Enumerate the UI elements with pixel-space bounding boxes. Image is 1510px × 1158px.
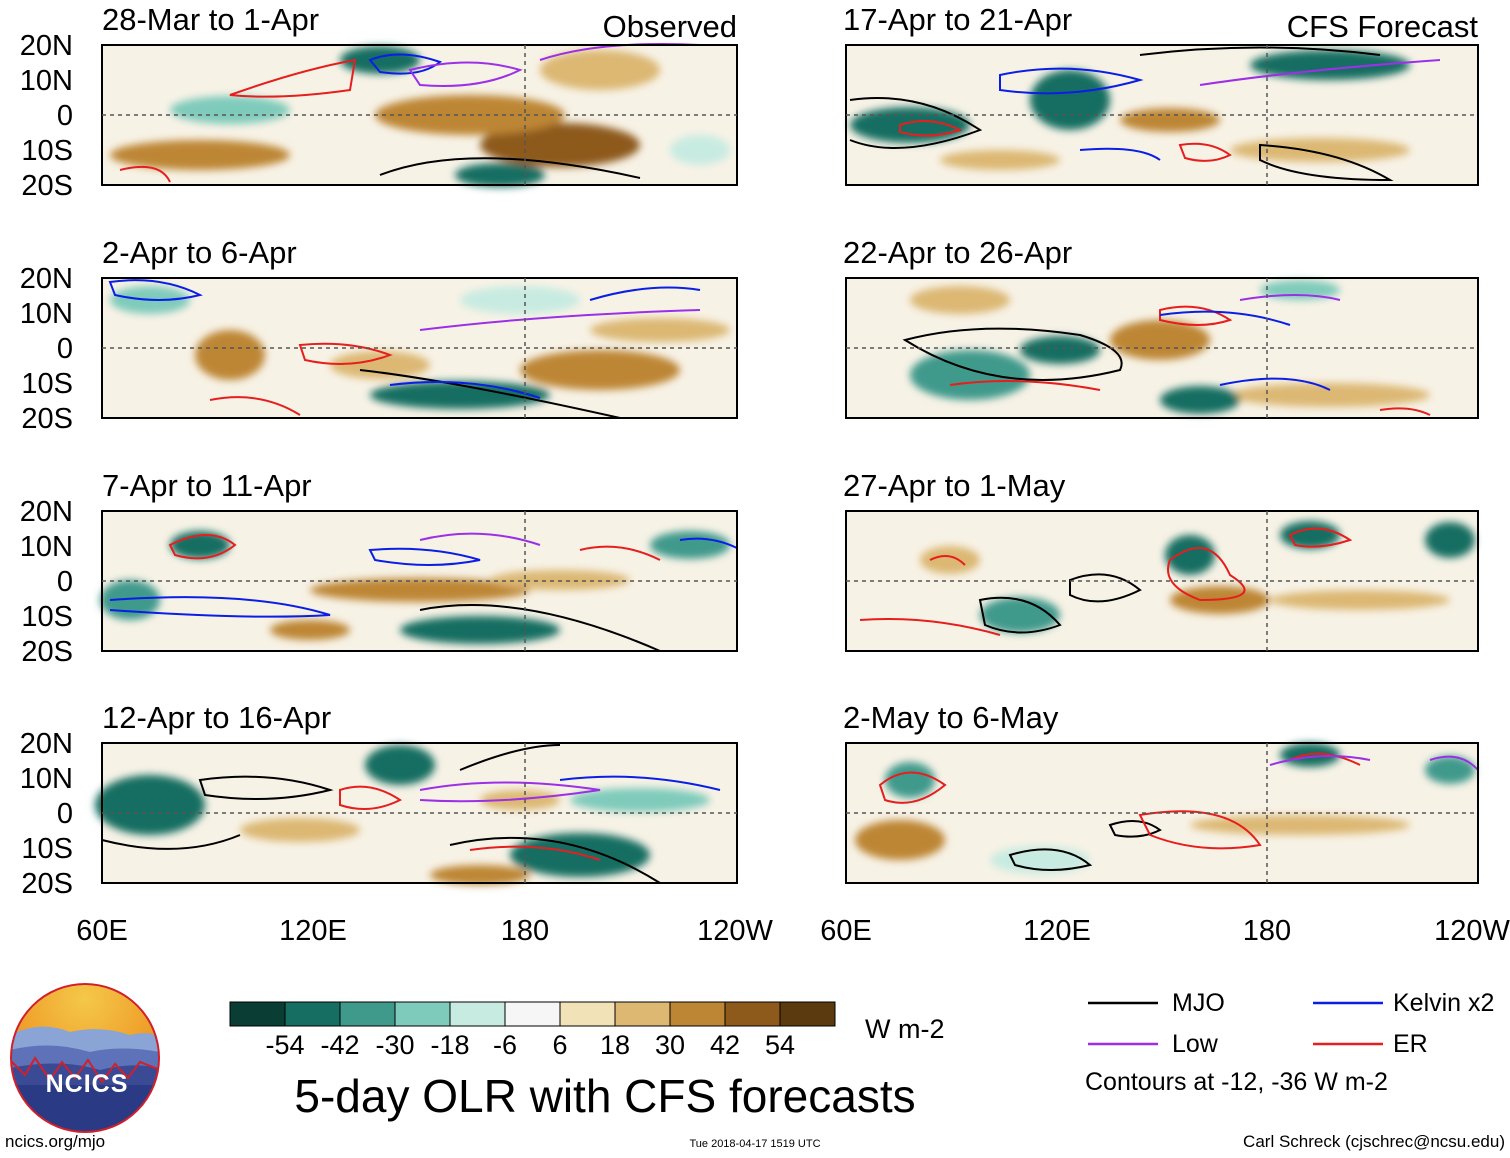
cfs-forecast-label: CFS Forecast	[1287, 9, 1479, 44]
colorbar-box	[504, 1001, 561, 1027]
lon-tick-180: 180	[1243, 915, 1291, 947]
olr-shading	[110, 46, 730, 187]
lat-tick-20n: 20N	[20, 496, 73, 528]
colorbar-units: W m-2	[865, 1014, 944, 1044]
observed-label: Observed	[603, 9, 737, 44]
lon-tick-120w: 120W	[1434, 915, 1510, 947]
colorbar: -54 -42 -30 -18 -6 6 18 30 42 54 W m-2	[229, 1001, 944, 1060]
colorbar-tick: -54	[265, 1030, 304, 1060]
colorbar-box	[284, 1001, 341, 1027]
lon-axis-left: 60E 120E 180 120W	[76, 915, 773, 947]
lat-tick-10n: 10N	[20, 65, 73, 97]
panel-title: 2-Apr to 6-Apr	[102, 235, 297, 270]
contours	[109, 532, 738, 652]
lat-tick-0: 0	[57, 798, 73, 830]
panel-fcst-4: 2-May to 6-May	[843, 700, 1479, 884]
contours	[849, 46, 1441, 182]
colorbar-tick: 42	[710, 1030, 740, 1060]
lat-tick-10n: 10N	[20, 763, 73, 795]
colorbar-tick: 54	[765, 1030, 795, 1060]
contours	[101, 744, 721, 884]
colorbar-tick: 18	[600, 1030, 630, 1060]
ncics-logo: NCICS	[10, 983, 160, 1133]
colorbar-tick: -30	[375, 1030, 414, 1060]
colorbar-tick: -6	[493, 1030, 517, 1060]
panel-title: 2-May to 6-May	[843, 700, 1059, 735]
panel-obs-4: 12-Apr to 16-Apr 20N 10N 0 10S 20S	[20, 700, 738, 900]
panel-fcst-3: 27-Apr to 1-May	[843, 468, 1479, 652]
lat-tick-20s: 20S	[21, 403, 73, 435]
contour-note: Contours at -12, -36 W m-2	[1085, 1068, 1388, 1096]
lon-tick-60e: 60E	[76, 915, 128, 947]
lat-tick-0: 0	[57, 100, 73, 132]
lat-tick-20s: 20S	[21, 868, 73, 900]
contours	[859, 527, 1353, 636]
lat-tick-10s: 10S	[21, 368, 73, 400]
colorbar-box	[559, 1001, 616, 1027]
colorbar-tick: 6	[552, 1030, 567, 1060]
figure-title: 5-day OLR with CFS forecasts	[294, 1070, 915, 1122]
lon-tick-120w: 120W	[697, 915, 773, 947]
colorbar-box	[614, 1001, 671, 1027]
legend-label-low: Low	[1172, 1030, 1219, 1058]
colorbar-box	[669, 1001, 726, 1027]
colorbar-box	[449, 1001, 506, 1027]
lon-axis-right: 60E 120E 180 120W	[820, 915, 1510, 947]
footer-url[interactable]: ncics.org/mjo	[5, 1132, 105, 1151]
footer-credit: Carl Schreck (cjschrec@ncsu.edu)	[1243, 1132, 1505, 1151]
lat-tick-10s: 10S	[21, 135, 73, 167]
lon-tick-120e: 120E	[279, 915, 347, 947]
panel-obs-1: 28-Mar to 1-Apr 20N 10N 0 10S 20S	[20, 2, 738, 202]
lat-tick-20n: 20N	[20, 30, 73, 62]
olr-shading	[100, 531, 730, 644]
panel-title: 28-Mar to 1-Apr	[102, 2, 319, 37]
contours	[108, 279, 701, 419]
lat-tick-10n: 10N	[20, 298, 73, 330]
lat-tick-0: 0	[57, 566, 73, 598]
olr-shading	[910, 280, 1430, 414]
colorbar-box	[339, 1001, 396, 1027]
panel-title: 17-Apr to 21-Apr	[843, 2, 1072, 37]
contours	[902, 294, 1431, 416]
panel-title: 12-Apr to 16-Apr	[102, 700, 331, 735]
lat-tick-10s: 10S	[21, 601, 73, 633]
colorbar-box	[779, 1001, 836, 1027]
lon-tick-180: 180	[501, 915, 549, 947]
panel-title: 7-Apr to 11-Apr	[102, 468, 312, 503]
footer-timestamp: Tue 2018-04-17 1519 UTC	[689, 1138, 820, 1150]
colorbar-box	[394, 1001, 451, 1027]
logo-text: NCICS	[46, 1070, 129, 1098]
lat-tick-10n: 10N	[20, 531, 73, 563]
panel-title: 27-Apr to 1-May	[843, 468, 1066, 503]
legend-label-er: ER	[1393, 1030, 1428, 1058]
panel-fcst-1: 17-Apr to 21-Apr	[843, 2, 1479, 186]
lat-tick-20n: 20N	[20, 263, 73, 295]
lat-tick-20s: 20S	[21, 636, 73, 668]
lon-tick-120e: 120E	[1023, 915, 1091, 947]
legend-label-kelvin: Kelvin x2	[1393, 989, 1494, 1017]
panel-obs-2: 2-Apr to 6-Apr 20N 10N 0 10S 20S	[20, 235, 738, 435]
lat-tick-10s: 10S	[21, 833, 73, 865]
contours	[878, 752, 1479, 871]
lat-tick-20n: 20N	[20, 728, 73, 760]
colorbar-tick: -18	[430, 1030, 469, 1060]
legend: MJO Kelvin x2 Low ER Contours at -12, -3…	[1085, 989, 1494, 1096]
colorbar-labels: -54 -42 -30 -18 -6 6 18 30 42 54	[265, 1030, 795, 1060]
colorbar-box	[724, 1001, 781, 1027]
panel-title: 22-Apr to 26-Apr	[843, 235, 1072, 270]
lon-tick-60e: 60E	[820, 915, 872, 947]
colorbar-tick: 30	[655, 1030, 685, 1060]
lat-tick-20s: 20S	[21, 170, 73, 202]
panel-obs-3: 7-Apr to 11-Apr 20N 10N 0 10S 20S	[20, 468, 738, 668]
panel-fcst-2: 22-Apr to 26-Apr	[843, 235, 1479, 419]
lat-tick-0: 0	[57, 333, 73, 365]
legend-label-mjo: MJO	[1172, 989, 1225, 1017]
colorbar-tick: -42	[320, 1030, 359, 1060]
colorbar-box	[229, 1001, 286, 1027]
colorbar-boxes	[229, 1001, 836, 1027]
